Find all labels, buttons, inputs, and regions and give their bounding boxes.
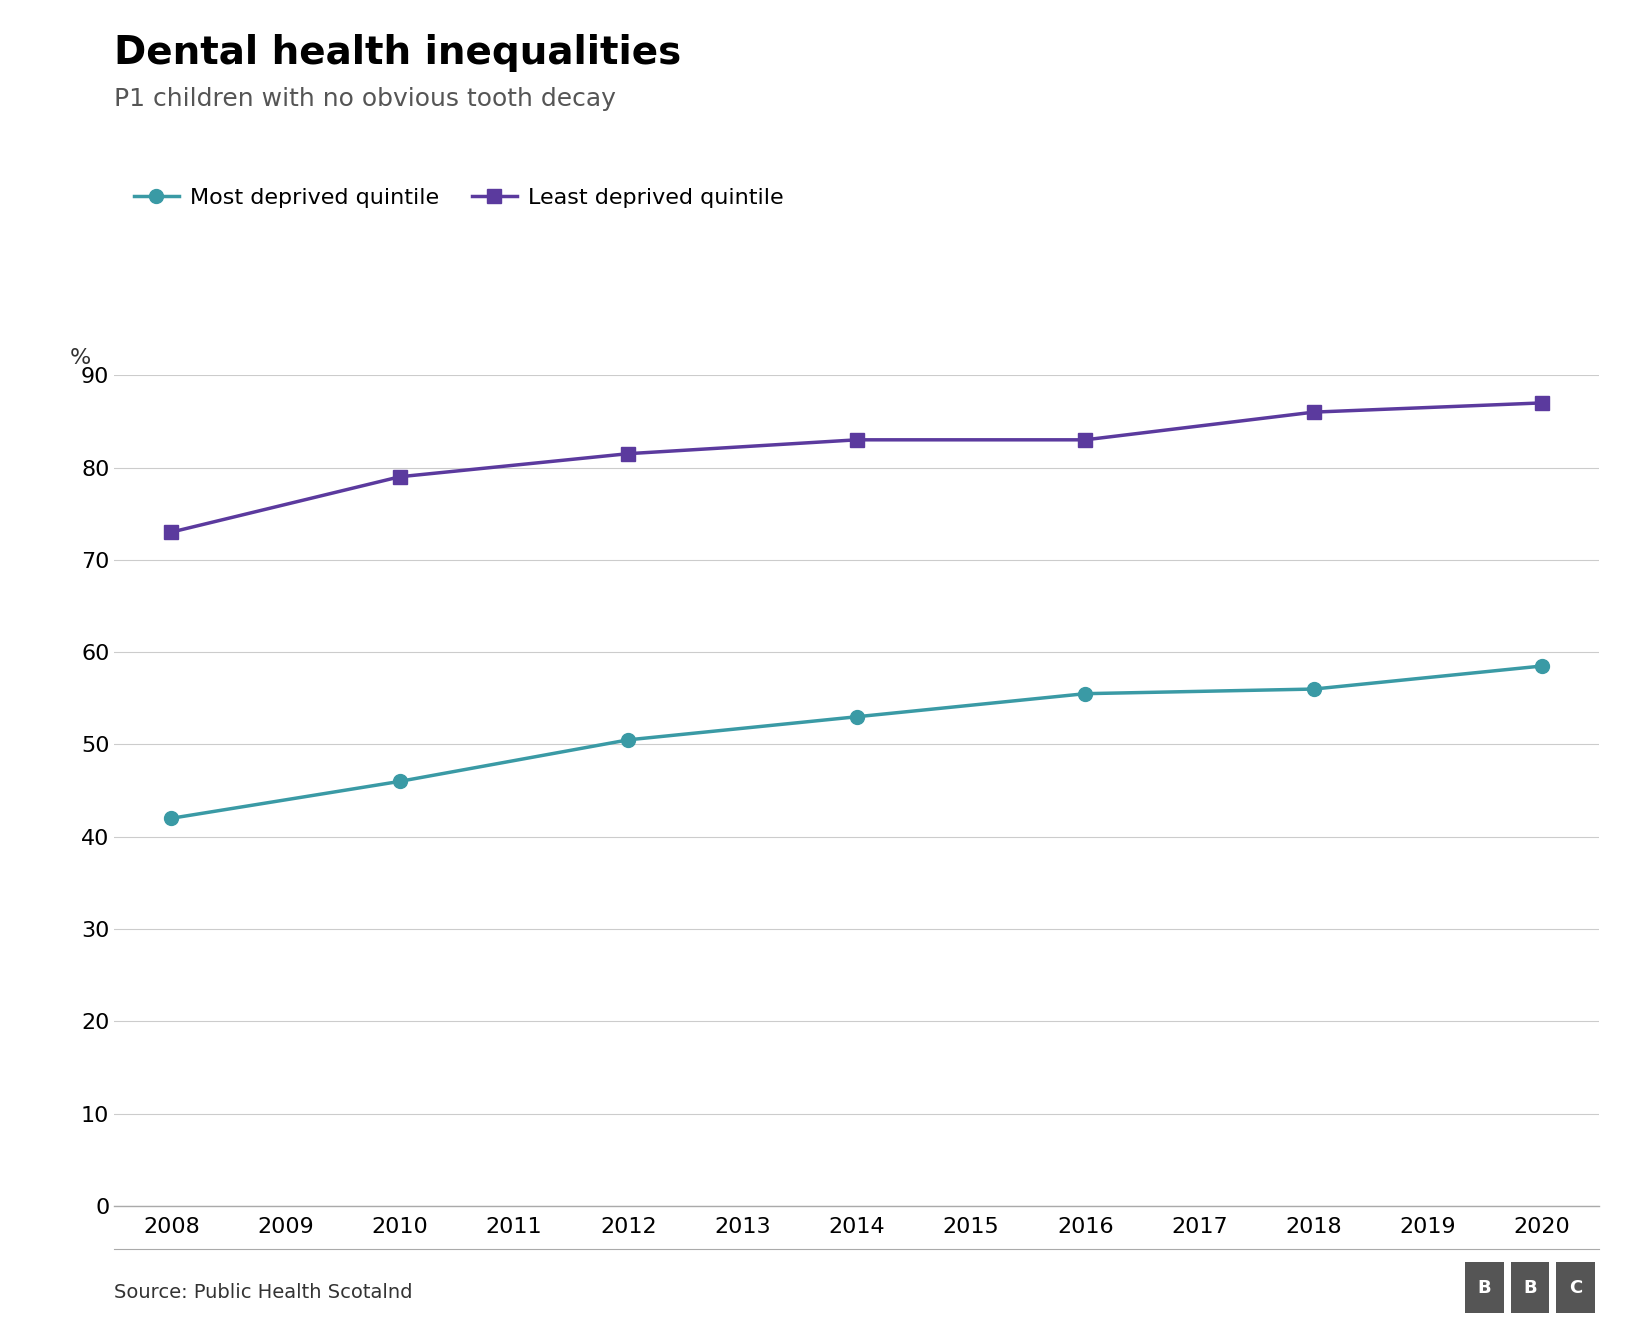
Text: C: C — [1568, 1278, 1583, 1297]
Text: B: B — [1523, 1278, 1537, 1297]
FancyBboxPatch shape — [1466, 1262, 1503, 1313]
Text: %: % — [70, 348, 91, 369]
FancyBboxPatch shape — [1557, 1262, 1594, 1313]
Legend: Most deprived quintile, Least deprived quintile: Most deprived quintile, Least deprived q… — [126, 178, 792, 216]
Text: P1 children with no obvious tooth decay: P1 children with no obvious tooth decay — [114, 87, 617, 111]
Text: Dental health inequalities: Dental health inequalities — [114, 34, 682, 71]
Text: B: B — [1477, 1278, 1492, 1297]
Text: Source: Public Health Scotalnd: Source: Public Health Scotalnd — [114, 1284, 413, 1302]
FancyBboxPatch shape — [1511, 1262, 1549, 1313]
